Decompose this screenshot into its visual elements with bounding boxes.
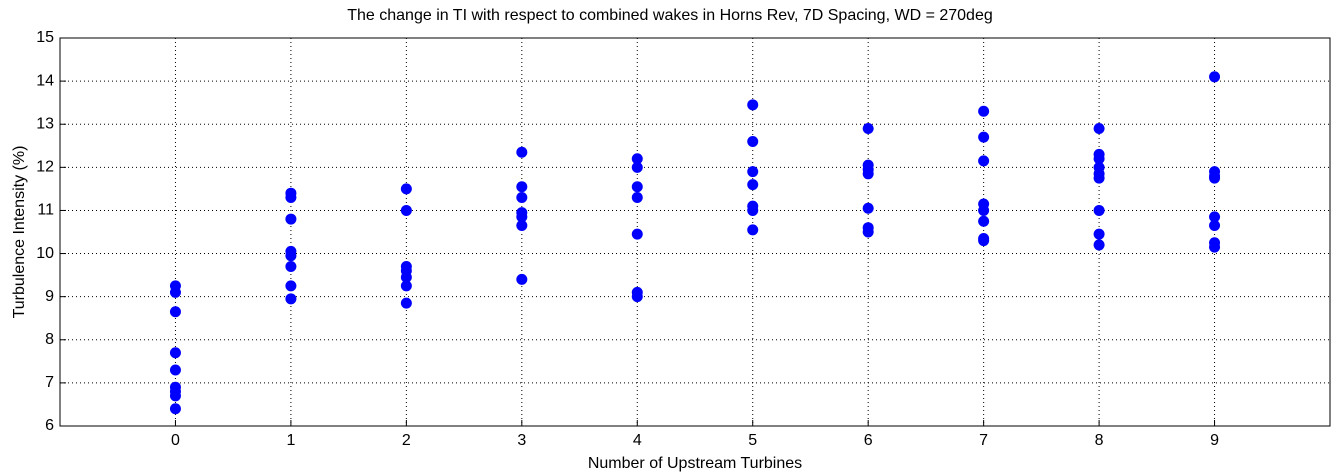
point: [169, 364, 181, 376]
point: [285, 192, 297, 204]
point: [285, 250, 297, 262]
point: [978, 155, 990, 167]
point: [1093, 172, 1105, 184]
x-tick-label: 8: [1095, 432, 1104, 449]
y-tick-label: 12: [36, 159, 54, 176]
point: [516, 273, 528, 285]
point: [169, 403, 181, 415]
point: [400, 271, 412, 283]
point: [169, 306, 181, 318]
point: [978, 131, 990, 143]
x-tick-label: 9: [1210, 432, 1219, 449]
point: [631, 291, 643, 303]
x-tick-label: 7: [979, 432, 988, 449]
y-tick-label: 11: [37, 202, 54, 219]
point: [1209, 211, 1221, 223]
point: [631, 228, 643, 240]
point: [747, 204, 759, 216]
point: [516, 211, 528, 223]
point: [631, 153, 643, 165]
point: [285, 260, 297, 272]
point: [978, 215, 990, 227]
y-axis-label: Turbulence Intensity (%): [11, 146, 28, 319]
point: [1093, 204, 1105, 216]
point: [747, 179, 759, 191]
point: [400, 183, 412, 195]
y-tick-label: 10: [36, 245, 54, 262]
point: [285, 293, 297, 305]
point: [631, 161, 643, 173]
point: [400, 280, 412, 292]
point: [1209, 172, 1221, 184]
point: [631, 181, 643, 193]
x-tick-label: 5: [748, 432, 757, 449]
point: [747, 135, 759, 147]
point: [862, 168, 874, 180]
point: [747, 224, 759, 236]
x-tick-label: 1: [286, 432, 295, 449]
x-tick-label: 0: [171, 432, 180, 449]
x-tick-label: 2: [402, 432, 411, 449]
point: [1093, 239, 1105, 251]
point: [862, 202, 874, 214]
point: [285, 280, 297, 292]
point: [1209, 71, 1221, 83]
point: [978, 204, 990, 216]
y-tick-label: 14: [36, 72, 54, 89]
chart-title: The change in TI with respect to combine…: [347, 7, 993, 24]
point: [747, 99, 759, 111]
x-tick-label: 6: [864, 432, 873, 449]
point: [516, 220, 528, 232]
point: [978, 235, 990, 247]
point: [631, 192, 643, 204]
point: [400, 204, 412, 216]
point: [169, 390, 181, 402]
point: [862, 226, 874, 238]
plot-frame: [59, 37, 1331, 427]
y-tick-label: 6: [45, 417, 54, 434]
point: [169, 286, 181, 298]
x-tick-label: 4: [633, 432, 642, 449]
point: [516, 146, 528, 158]
y-tick-label: 8: [45, 331, 54, 348]
point: [978, 105, 990, 117]
y-tick-label: 7: [45, 374, 54, 391]
point: [285, 213, 297, 225]
point: [1093, 123, 1105, 135]
point: [169, 347, 181, 359]
point: [1209, 241, 1221, 253]
point: [1093, 228, 1105, 240]
point: [516, 181, 528, 193]
point: [516, 192, 528, 204]
point: [747, 166, 759, 178]
point: [1093, 153, 1105, 165]
point: [862, 123, 874, 135]
x-tick-label: 3: [517, 432, 526, 449]
y-tick-label: 15: [36, 29, 54, 46]
point: [1209, 220, 1221, 232]
x-axis-label: Number of Upstream Turbines: [588, 455, 802, 472]
point: [400, 297, 412, 309]
y-tick-label: 13: [36, 115, 54, 132]
y-tick-label: 9: [45, 288, 54, 305]
